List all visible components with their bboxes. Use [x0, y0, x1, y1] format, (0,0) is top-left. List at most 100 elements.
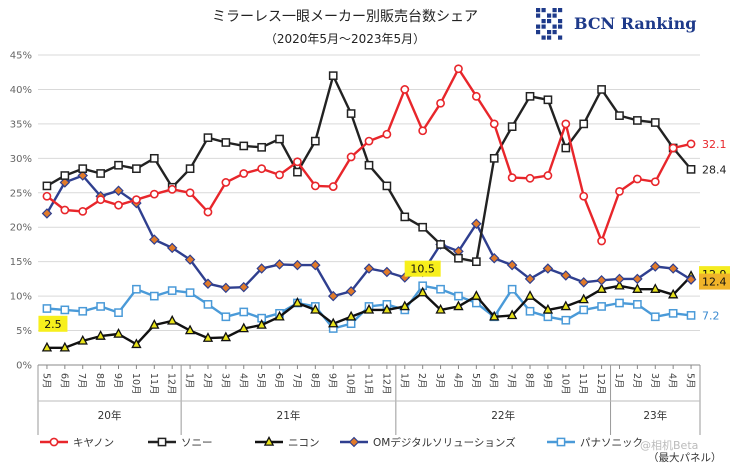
data-point: [149, 319, 160, 329]
annotation-bg: [404, 260, 441, 277]
y-tick-label: 35%: [10, 119, 32, 130]
data-point: [471, 91, 481, 101]
data-point: [542, 263, 554, 274]
data-point: [399, 300, 410, 311]
legend-item: ニコン: [255, 436, 320, 449]
data-point: [596, 275, 607, 286]
legend-label: パナソニック: [580, 437, 643, 449]
legend-label: ニコン: [288, 437, 320, 449]
logo-square: [541, 19, 546, 24]
legend-item: OMデジタルソリューションズ: [340, 436, 516, 449]
data-point: [472, 257, 481, 267]
legend-item: パナソニック: [547, 437, 643, 449]
data-point: [524, 273, 536, 285]
data-point: [686, 165, 696, 174]
data-point: [633, 300, 642, 309]
brand-name: BCN Ranking: [574, 14, 696, 33]
data-point: [274, 259, 285, 270]
data-point: [113, 328, 124, 338]
x-tick-label: 10月: [130, 373, 141, 395]
logo-square: [558, 8, 563, 13]
data-point: [256, 263, 267, 274]
data-point: [471, 218, 482, 230]
data-point: [578, 277, 589, 288]
data-point: [615, 186, 624, 196]
data-point: [132, 195, 141, 205]
legend-marker: [263, 436, 275, 446]
data-point: [454, 291, 463, 301]
data-point: [149, 153, 159, 163]
end-label: 28.4: [702, 163, 727, 176]
data-point: [471, 290, 482, 300]
x-tick-label: 8月: [309, 373, 320, 389]
data-point: [167, 286, 177, 295]
end-label-text: 7.2: [702, 309, 720, 322]
data-point: [382, 129, 392, 139]
logo-square: [536, 30, 541, 35]
x-tick-label: 6月: [273, 373, 284, 389]
end-labels: 32.128.412.912.47.2: [699, 138, 730, 322]
data-point: [507, 284, 517, 294]
data-point: [59, 177, 71, 188]
data-point: [597, 302, 606, 311]
data-point: [561, 119, 571, 129]
series-group: [41, 64, 697, 352]
legend-marker: [556, 437, 566, 447]
data-point: [506, 309, 518, 320]
data-point: [685, 274, 697, 285]
data-point: [579, 305, 589, 315]
data-point: [95, 330, 106, 340]
logo-square: [536, 24, 541, 29]
data-point: [293, 157, 302, 167]
x-tick-label: 12月: [380, 373, 391, 395]
data-point: [650, 261, 661, 272]
x-tick-label: 11月: [577, 373, 588, 395]
x-tick-label: 9月: [112, 373, 123, 389]
x-tick-label: 2月: [201, 373, 212, 389]
legend-marker: [49, 437, 59, 447]
data-point: [667, 263, 679, 274]
legend-label: ソニー: [181, 437, 213, 449]
data-point: [650, 177, 660, 187]
data-point: [506, 259, 518, 271]
year-label: 23年: [643, 409, 667, 422]
data-point: [221, 178, 231, 187]
x-tick-label: 8月: [524, 373, 535, 389]
logo-square: [552, 30, 557, 35]
data-point: [274, 310, 285, 321]
series-path: [45, 174, 692, 298]
x-tick-label: 5月: [470, 373, 481, 389]
y-axis: 0% 5% 10% 15% 20% 25% 30% 35% 40% 45%: [10, 51, 32, 372]
data-point: [345, 310, 357, 321]
data-point: [525, 91, 535, 101]
chart-title: ミラーレス一眼メーカー別販売台数シェア: [212, 9, 478, 25]
series-line-3: [41, 170, 697, 302]
x-tick-label: 11月: [148, 373, 159, 395]
data-point: [489, 153, 499, 163]
data-point: [310, 136, 320, 146]
data-point: [650, 312, 660, 322]
logo-square: [536, 13, 541, 18]
data-point: [184, 254, 196, 265]
data-point: [60, 205, 70, 215]
data-point: [686, 311, 696, 320]
end-label-text: 28.4: [702, 163, 727, 176]
data-point: [239, 169, 249, 178]
data-point: [489, 119, 499, 129]
x-tick-label: 7月: [506, 373, 517, 389]
data-point: [381, 266, 393, 278]
series-line-0: [42, 64, 696, 246]
end-label: 7.2: [702, 309, 720, 322]
data-point: [220, 282, 232, 294]
data-point: [345, 286, 357, 297]
x-tick-label: 7月: [291, 373, 302, 389]
logo-square: [547, 30, 552, 35]
legend-label: OMデジタルソリューションズ: [373, 436, 516, 449]
data-point: [436, 98, 445, 108]
data-point: [633, 116, 642, 125]
data-point: [327, 290, 339, 302]
x-tick-label: 4月: [237, 373, 248, 389]
data-point: [382, 181, 392, 191]
data-point: [435, 303, 446, 314]
x-tick-label: 4月: [452, 373, 463, 389]
